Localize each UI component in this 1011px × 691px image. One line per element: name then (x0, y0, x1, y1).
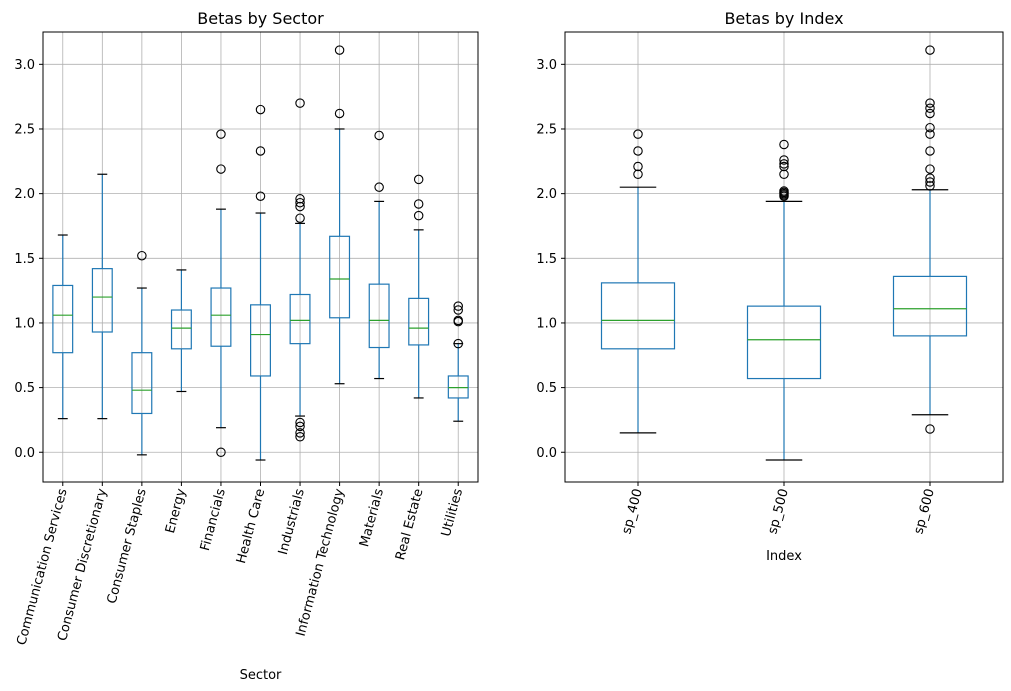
chart-title: Betas by Sector (197, 9, 324, 28)
y-tick-label: 2.5 (536, 122, 557, 137)
outlier-point (255, 191, 266, 201)
outlier-point (295, 421, 305, 432)
outlier-point (453, 305, 463, 315)
outlier-point (633, 129, 643, 139)
outlier-point (295, 428, 305, 438)
outlier-point (413, 174, 424, 185)
outlier-point (295, 197, 305, 208)
x-tick-label: Consumer Staples (105, 487, 150, 605)
outlier-point (295, 201, 305, 212)
box-iqr (746, 305, 822, 380)
chart-title: Betas by Index (724, 9, 843, 28)
x-tick-label: Utilities (439, 487, 466, 538)
outlier-point (925, 164, 935, 174)
box-iqr (329, 235, 351, 319)
outlier-point (216, 164, 226, 174)
box-iqr (210, 287, 232, 347)
x-tick-label: sp_600 (911, 487, 937, 536)
x-tick-label: Health Care (234, 487, 268, 565)
outlier-point (334, 108, 345, 119)
outlier-point (633, 169, 643, 179)
outlier-point (925, 108, 935, 119)
outlier-point (779, 161, 789, 172)
box-iqr (892, 275, 968, 337)
outlier-point (925, 98, 935, 108)
outlier-point (295, 417, 305, 428)
box-iqr (52, 284, 74, 354)
outlier-point (295, 431, 305, 442)
x-tick-label: Industrials (276, 487, 308, 557)
x-tick-label: Financials (198, 487, 229, 553)
outlier-point (413, 210, 424, 221)
outlier-point (925, 45, 935, 55)
outlier-point (925, 177, 935, 187)
outlier-point (453, 338, 463, 349)
x-tick-label: sp_400 (619, 487, 645, 536)
y-tick-label: 0.0 (14, 446, 35, 461)
x-axis-label: Index (766, 549, 802, 564)
box-iqr (600, 282, 676, 350)
outlier-point (925, 103, 935, 114)
y-tick-label: 2.0 (536, 187, 557, 202)
outlier-point (216, 129, 226, 139)
y-tick-label: 0.5 (14, 381, 35, 396)
outlier-point (779, 139, 789, 150)
outlier-point (255, 104, 266, 115)
outlier-point (779, 191, 789, 201)
outlier-point (925, 181, 935, 191)
y-tick-label: 1.0 (536, 316, 557, 331)
outlier-point (334, 45, 345, 55)
box-iqr (170, 309, 192, 350)
outlier-point (633, 146, 643, 156)
outlier-point (779, 155, 789, 165)
y-tick-label: 3.0 (536, 58, 557, 73)
index-boxplot-chart: 0.0 0.5 1.0 1.5 2.0 2.5 3.0 sp_400 sp_500 sp_600 B… (536, 9, 1004, 564)
outlier-point (453, 301, 463, 311)
y-tick-label: 1.5 (536, 252, 557, 267)
box-iqr (250, 304, 271, 377)
outlier-point (779, 169, 789, 179)
box-iqr (289, 293, 311, 345)
x-tick-label: sp_500 (765, 487, 791, 536)
y-tick-label: 2.5 (14, 122, 35, 137)
outlier-point (925, 129, 935, 139)
y-tick-label: 1.5 (14, 252, 35, 267)
box-iqr (91, 268, 113, 333)
box-iqr (408, 297, 430, 346)
box-iqr (131, 352, 153, 415)
x-tick-label: Materials (357, 487, 387, 549)
outlier-point (779, 159, 789, 169)
x-tick-label: Real Estate (393, 487, 426, 562)
outlier-point (255, 146, 266, 156)
y-tick-label: 3.0 (14, 58, 35, 73)
y-tick-label: 1.0 (14, 316, 35, 331)
x-tick-label: Energy (163, 487, 189, 535)
outlier-point (925, 122, 935, 133)
y-tick-label: 2.0 (14, 187, 35, 202)
outlier-point (216, 447, 226, 458)
outlier-point (295, 98, 305, 108)
x-axis-label: Sector (240, 668, 282, 683)
outlier-point (453, 316, 463, 327)
outlier-point (374, 182, 384, 192)
outlier-point (295, 213, 305, 223)
outlier-point (925, 173, 935, 183)
outlier-point (925, 424, 935, 434)
outlier-point (413, 199, 424, 209)
y-tick-label: 0.5 (536, 381, 557, 396)
box-iqr (368, 283, 390, 349)
outlier-point (633, 161, 643, 172)
outlier-point (295, 194, 305, 204)
outlier-point (925, 146, 935, 156)
box-iqr (447, 375, 469, 399)
y-tick-label: 0.0 (536, 446, 557, 461)
outlier-point (374, 130, 384, 141)
outlier-point (137, 250, 147, 261)
